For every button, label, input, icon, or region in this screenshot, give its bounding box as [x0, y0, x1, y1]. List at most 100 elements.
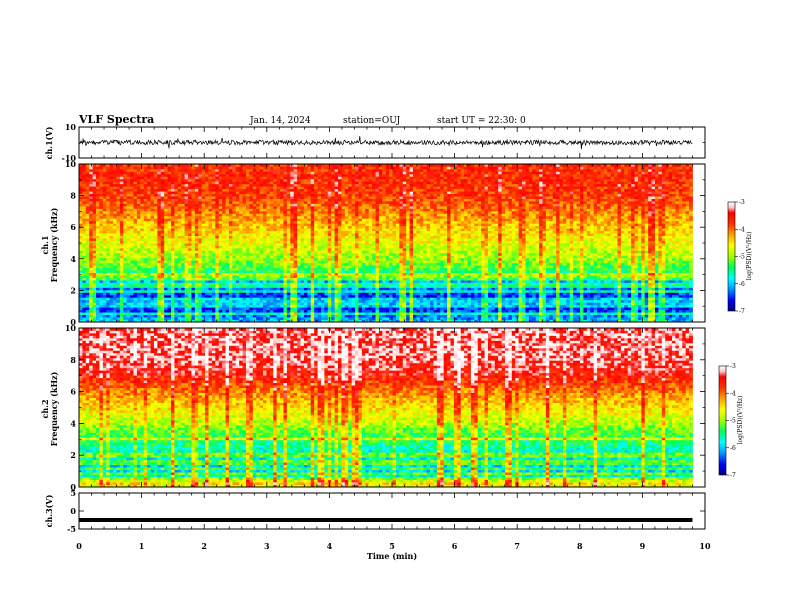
ch1-spectrogram-cell: [320, 247, 325, 251]
ch1-spectrogram-cell: [273, 280, 278, 283]
ch1-spectrogram-cell: [106, 287, 111, 291]
ch1-spectrogram-cell: [177, 265, 182, 269]
ch1-spectrogram-cell: [119, 250, 124, 254]
ch1-spectrogram-cell: [150, 317, 155, 320]
ch1-spectrogram-cell: [150, 218, 155, 222]
ch1-spectrogram-cell: [273, 255, 278, 259]
ch1-spectrogram-cell: [150, 223, 155, 227]
ch1-spectrogram-cell: [208, 280, 213, 283]
ch1-spectrogram-cell: [280, 201, 284, 204]
ch1-spectrogram-cell: [303, 178, 308, 182]
ch1-spectrogram-cell: [188, 201, 192, 204]
ch1-spectrogram-cell: [201, 270, 206, 274]
ch1-spectrogram-cell: [143, 272, 148, 276]
ch1-spectrogram-cell: [191, 307, 196, 311]
ch1-spectrogram-cell: [225, 171, 230, 175]
ch1-spectrogram-cell: [232, 164, 237, 167]
ch1-spectrogram-cell: [331, 312, 336, 315]
ch1-spectrogram-cell: [96, 176, 100, 180]
ch1-spectrogram-cell: [171, 240, 175, 244]
ch1-spectrogram-cell: [280, 307, 284, 311]
ch1-spectrogram-cell: [205, 210, 209, 214]
ch1-spectrogram-cell: [89, 188, 94, 192]
ch1-spectrogram-cell: [228, 191, 233, 195]
ch1-spectrogram-cell: [324, 188, 329, 192]
ch1-spectrogram-cell: [160, 233, 165, 236]
ch1-spectrogram-cell: [300, 270, 305, 274]
ch1-spectrogram-cell: [317, 171, 322, 175]
ch1-spectrogram-cell: [310, 178, 315, 182]
ch1-spectrogram-cell: [307, 312, 312, 315]
ch1-spectrogram-cell: [184, 304, 189, 308]
ch1-spectrogram-cell: [228, 255, 233, 259]
ch1-spectrogram-cell: [283, 294, 288, 298]
ch1-spectrogram-cell: [150, 205, 155, 209]
ch1-spectrogram-cell: [266, 193, 271, 197]
ch1-spectrogram-cell: [89, 210, 94, 214]
ch1-spectrogram-cell: [263, 314, 267, 318]
ch1-spectrogram-cell: [89, 230, 94, 234]
ch1-spectrogram-cell: [147, 284, 151, 288]
ch1-spectrogram-cell: [331, 181, 336, 185]
ch1-spectrogram-cell: [232, 247, 237, 251]
ch1-spectrogram-cell: [259, 287, 264, 291]
ch1-spectrogram-cell: [320, 257, 325, 261]
ch1-spectrogram-cell: [194, 314, 199, 318]
ch1-spectrogram-cell: [276, 297, 281, 301]
ch1-spectrogram-cell: [160, 314, 165, 318]
ch1-spectrogram-cell: [143, 205, 148, 209]
ch1-spectrogram-cell: [89, 260, 94, 264]
ch1-spectrogram-cell: [157, 186, 162, 190]
ch1-spectrogram-cell: [286, 164, 291, 167]
ch1-spectrogram-cell: [160, 272, 165, 276]
ch1-spectrogram-cell: [177, 292, 182, 296]
ch1-spectrogram-cell: [259, 277, 264, 281]
ch1-spectrogram-cell: [153, 176, 158, 180]
ch1-spectrogram-cell: [283, 287, 288, 291]
ch1-spectrogram-cell: [201, 304, 206, 308]
ch1-spectrogram-cell: [338, 307, 342, 311]
ch1-spectrogram-cell: [201, 292, 206, 296]
ch1-spectrogram-cell: [147, 230, 151, 234]
ch1-spectrogram-cell: [303, 284, 308, 288]
ch1-spectrogram-cell: [191, 304, 196, 308]
ch1-spectrogram-cell: [208, 262, 213, 266]
ch1-spectrogram-cell: [79, 208, 83, 212]
ch1-spectrogram-cell: [266, 223, 271, 227]
ch1-spectrogram-cell: [235, 265, 240, 269]
ch1-spectrogram-cell: [102, 304, 107, 308]
ch1-spectrogram-cell: [331, 262, 336, 266]
ch1-spectrogram-cell: [160, 203, 165, 207]
ch1-spectrogram-cell: [211, 198, 216, 202]
ch1-spectrogram-cell: [205, 282, 209, 286]
ch1-spectrogram-cell: [92, 294, 97, 298]
ch1-spectrogram-cell: [126, 193, 131, 197]
ch1-spectrogram-cell: [239, 282, 243, 286]
ch1-spectrogram-cell: [252, 240, 257, 244]
ch1-spectrogram-cell: [256, 186, 261, 190]
ch1-spectrogram-cell: [297, 188, 301, 192]
ch1-spectrogram-cell: [119, 173, 124, 177]
ch1-spectrogram-cell: [201, 297, 206, 301]
ch1-spectrogram-cell: [136, 314, 141, 318]
ch1-spectrogram-cell: [222, 309, 226, 313]
ch1-spectrogram-cell: [246, 304, 250, 308]
ch1-spectrogram-cell: [89, 196, 94, 199]
ch1-spectrogram-cell: [246, 319, 250, 323]
ch1-spectrogram-cell: [85, 230, 90, 234]
ch1-spectrogram-cell: [96, 210, 100, 214]
ch1-spectrogram-cell: [174, 267, 179, 271]
ch1-spectrogram-cell: [106, 193, 111, 197]
ch1-spectrogram-cell: [109, 203, 114, 207]
ch1-spectrogram-cell: [225, 317, 230, 320]
ch1-spectrogram-cell: [164, 178, 169, 182]
ch1-spectrogram-cell: [235, 284, 240, 288]
ch1-spectrogram-cell: [113, 215, 117, 219]
ch1-spectrogram-cell: [297, 210, 301, 214]
ch1-spectrogram-cell: [89, 201, 94, 204]
ch1-spectrogram-cell: [232, 287, 237, 291]
ch1-spectrogram-cell: [201, 210, 206, 214]
ch1-spectrogram-cell: [303, 307, 308, 311]
ch1-spectrogram-cell: [280, 255, 284, 259]
ch1-spectrogram-cell: [327, 299, 332, 303]
